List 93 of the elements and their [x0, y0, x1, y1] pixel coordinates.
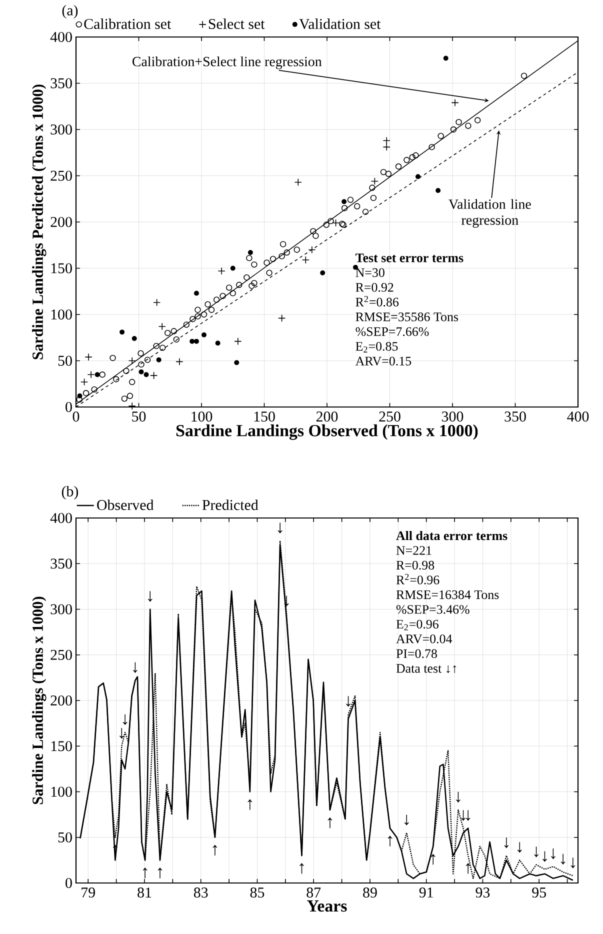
x-tick-label: 89 — [363, 888, 377, 898]
y-tick-label: 300 — [50, 124, 72, 135]
x-tick-label: 83 — [194, 888, 208, 898]
x-tick-label: 93 — [476, 888, 490, 898]
legend-label: Predicted — [202, 500, 258, 510]
annotation: ↓ — [456, 792, 460, 802]
annotation: ↓ — [542, 851, 547, 862]
y-tick-label: 50 — [58, 832, 72, 842]
annotation: RMSE=16384 Tons — [396, 590, 499, 600]
x-tick-label: 250 — [379, 412, 400, 422]
legend-label: Observed — [97, 500, 154, 510]
y-tick-label: 200 — [50, 695, 72, 706]
legend-label: Select set — [208, 18, 265, 30]
annotation: ↓ — [278, 522, 282, 534]
y-tick-label: 250 — [50, 650, 72, 660]
annotation: Validation line regression — [448, 199, 531, 228]
x-axis-title: Years — [307, 900, 347, 912]
annotation: R$^{2}$=0.96 — [396, 574, 440, 584]
annotation: R$^{2}$=0.86 — [356, 296, 399, 307]
annotation: RMSE=35586 Tons — [356, 312, 458, 322]
y-tick-label: 150 — [51, 263, 72, 274]
annotation: ↓ — [120, 728, 124, 739]
annotation: %SEP=3.46% — [396, 605, 470, 614]
annotation: ↑ — [388, 836, 392, 846]
y-tick-label: 400 — [50, 512, 72, 524]
annotation: ↓ — [570, 858, 576, 868]
y-tick-label: 400 — [50, 32, 72, 42]
annotation: E$_{2}$=0.85 — [356, 342, 398, 352]
x-tick-label: 300 — [442, 412, 464, 422]
chart-title: (a) — [62, 4, 78, 18]
annotation: ↓ — [346, 696, 350, 707]
y-tick-label: 0 — [66, 878, 72, 888]
annotation: ARV=0.04 — [396, 634, 452, 644]
annotation: ↓ — [148, 591, 152, 602]
x-tick-label: 85 — [250, 888, 264, 898]
annotation: ↓ — [404, 814, 409, 826]
annotation: Calibration+Select line regression — [132, 56, 322, 70]
x-tick-label: 50 — [132, 412, 146, 422]
annotation: Test set error terms — [356, 254, 464, 262]
x-tick-label: 0 — [72, 412, 80, 422]
y-axis-title: Sardine Landings (Tons x 1000) — [32, 596, 46, 804]
annotation: R=0.98 — [396, 560, 434, 570]
y-tick-label: 350 — [50, 558, 72, 569]
x-tick-label: 150 — [254, 412, 275, 422]
annotation: ↓ — [133, 662, 138, 673]
annotation: R=0.92 — [356, 283, 394, 292]
y-tick-label: 300 — [50, 604, 72, 614]
x-tick-label: 400 — [567, 412, 589, 422]
y-tick-label: 100 — [51, 786, 72, 797]
annotation: ↑ — [328, 817, 332, 828]
annotation: %SEP=7.66% — [356, 327, 429, 336]
y-tick-label: 350 — [50, 78, 72, 88]
x-tick-label: 95 — [532, 888, 546, 898]
annotation: ↓ — [461, 810, 466, 821]
y-tick-label: 250 — [50, 170, 72, 181]
annotation: ↑ — [158, 868, 162, 878]
annotation: ↓ — [560, 854, 566, 865]
y-tick-label: 0 — [66, 402, 72, 412]
annotation: ↑ — [248, 799, 252, 810]
x-tick-label: 87 — [306, 888, 321, 898]
annotation: ↓ — [504, 838, 509, 848]
y-tick-label: 200 — [50, 216, 72, 228]
annotation: Data test ↓↑ — [396, 664, 456, 674]
annotation: ↓ — [551, 848, 556, 860]
annotation: N=30 — [356, 268, 384, 277]
annotation: ↑ — [212, 844, 218, 856]
legend-label: Validation set — [299, 18, 381, 30]
annotation: ↓ — [466, 810, 470, 821]
x-tick-label: 350 — [504, 412, 526, 422]
x-axis-title: Sardine Landings Observed (Tons x 1000) — [176, 424, 478, 440]
annotation: PI=0.78 — [396, 649, 437, 658]
annotation: ↓ — [534, 846, 538, 858]
x-tick-label: 79 — [82, 888, 95, 898]
y-tick-label: 100 — [51, 309, 72, 320]
annotation: E$_{2}$=0.96 — [396, 620, 438, 630]
x-tick-label: 91 — [419, 888, 433, 898]
y-tick-label: 150 — [51, 741, 72, 752]
chart-title: (b) — [62, 486, 78, 500]
annotation: N=221 — [396, 546, 432, 555]
x-tick-label: 81 — [138, 888, 152, 898]
x-tick-label: 100 — [192, 412, 212, 422]
annotation: ↑ — [300, 863, 304, 874]
legend-label: Calibration set — [84, 18, 172, 30]
y-tick-label: 50 — [58, 356, 72, 366]
annotation: ↑ — [466, 863, 470, 874]
annotation: ↓ — [518, 842, 522, 853]
annotation: ↓ — [122, 714, 128, 725]
y-axis-title: Sardine Landings Perdicted (Tons x 1000) — [32, 84, 46, 360]
annotation: All data error terms — [396, 530, 508, 540]
annotation: ARV=0.15 — [355, 356, 412, 366]
x-tick-label: 200 — [316, 412, 338, 422]
annotation: ↑ — [142, 868, 148, 878]
annotation: ↑ — [431, 854, 436, 865]
